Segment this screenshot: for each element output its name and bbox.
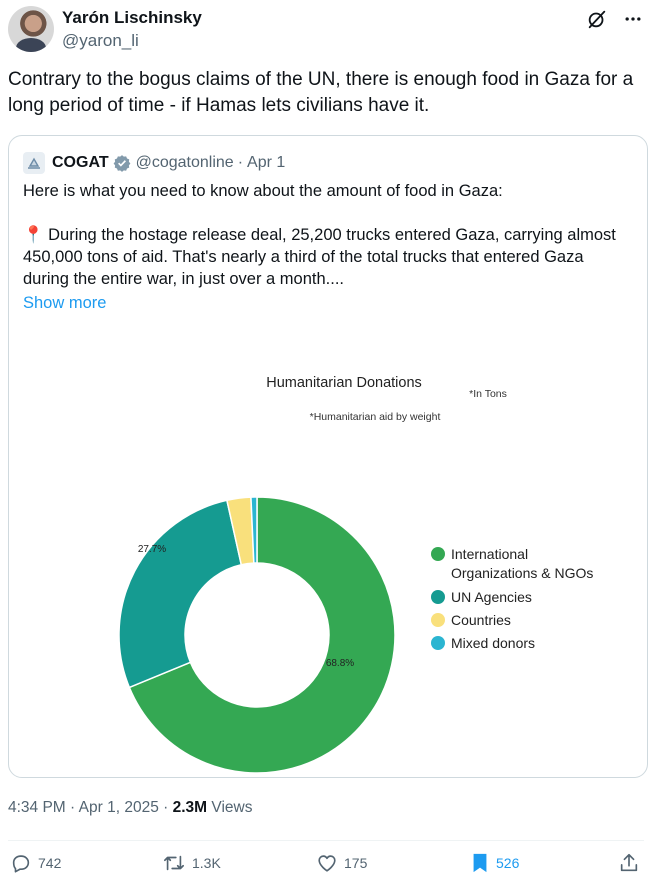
tweet-meta: 4:34 PM · Apr 1, 2025 · 2.3M Views — [8, 799, 252, 817]
label-un-agencies: 27.7% — [138, 544, 166, 555]
avatar[interactable] — [8, 6, 54, 52]
legend-swatch-countries — [431, 613, 445, 627]
quote-author-handle: @cogatonline — [135, 154, 234, 171]
meta-separator-2: · — [163, 799, 169, 816]
share-icon — [620, 853, 638, 872]
views-label: Views — [211, 799, 253, 816]
author-handle[interactable]: @yaron_li — [62, 31, 139, 50]
legend-intl-line-2: Organizations & NGOs — [451, 565, 593, 581]
like-button[interactable]: 175 — [316, 852, 367, 874]
tweet-time[interactable]: 4:34 PM — [8, 799, 66, 816]
cogat-logo-icon — [23, 152, 45, 174]
legend-countries: Countries — [451, 612, 511, 628]
donut-chart: Humanitarian Donations *In Tons *Humanit… — [118, 375, 593, 774]
quoted-tweet[interactable]: COGAT @cogatonline · Apr 1 Here is what … — [8, 135, 648, 778]
more-icon[interactable] — [620, 6, 646, 32]
share-button[interactable] — [618, 852, 640, 874]
legend-swatch-un — [431, 590, 445, 604]
like-count: 175 — [344, 855, 368, 871]
reply-icon — [12, 855, 30, 873]
tweet-date[interactable]: Apr 1, 2025 — [78, 799, 159, 816]
quote-header: COGAT @cogatonline · Apr 1 — [23, 151, 285, 175]
legend-mixed: Mixed donors — [451, 635, 535, 651]
quote-date[interactable]: Apr 1 — [247, 154, 286, 171]
tweet-text: Contrary to the bogus claims of the UN, … — [8, 69, 634, 116]
action-bar: 742 1.3K 175 526 — [8, 852, 644, 880]
bookmark-icon — [473, 853, 487, 873]
repost-icon — [164, 855, 184, 871]
reply-count: 742 — [38, 855, 62, 871]
legend-intl-line-1: International — [451, 546, 528, 562]
quote-body: Here is what you need to know about the … — [23, 180, 623, 290]
author-name[interactable]: Yarón Lischinsky — [62, 8, 202, 27]
repost-count: 1.3K — [192, 855, 221, 871]
label-intl-orgs: 68.8% — [326, 658, 354, 669]
quote-separator: · — [237, 154, 244, 171]
chart-unit-note: *In Tons — [469, 388, 507, 400]
views-count: 2.3M — [172, 799, 208, 816]
quote-line-2: 📍 During the hostage release deal, 25,20… — [23, 226, 616, 288]
like-icon — [318, 855, 336, 872]
show-more-link[interactable]: Show more — [23, 294, 107, 312]
quote-line-1: Here is what you need to know about the … — [23, 182, 503, 200]
repost-button[interactable]: 1.3K — [162, 852, 221, 874]
meta-separator: · — [70, 799, 76, 816]
chart-title: Humanitarian Donations — [266, 375, 422, 391]
reply-button[interactable]: 742 — [10, 852, 61, 874]
divider — [8, 840, 644, 841]
slice-un-agencies — [118, 499, 243, 689]
legend-un: UN Agencies — [451, 589, 532, 605]
legend-swatch-intl — [431, 547, 445, 561]
slice-intl-orgs — [128, 496, 396, 774]
bookmark-button[interactable]: 526 — [470, 852, 519, 874]
quote-author-name: COGAT — [52, 154, 109, 171]
bookmark-count: 526 — [496, 855, 520, 871]
verified-icon — [113, 154, 131, 172]
legend-swatch-mixed — [431, 636, 445, 650]
grok-icon[interactable] — [584, 6, 610, 32]
slice-mixed-donors — [250, 496, 258, 564]
chart-subtitle: *Humanitarian aid by weight — [310, 411, 441, 423]
tweet-header: Yarón Lischinsky @yaron_li — [8, 4, 648, 56]
chart-image: Humanitarian Donations *In Tons *Humanit… — [9, 336, 647, 776]
